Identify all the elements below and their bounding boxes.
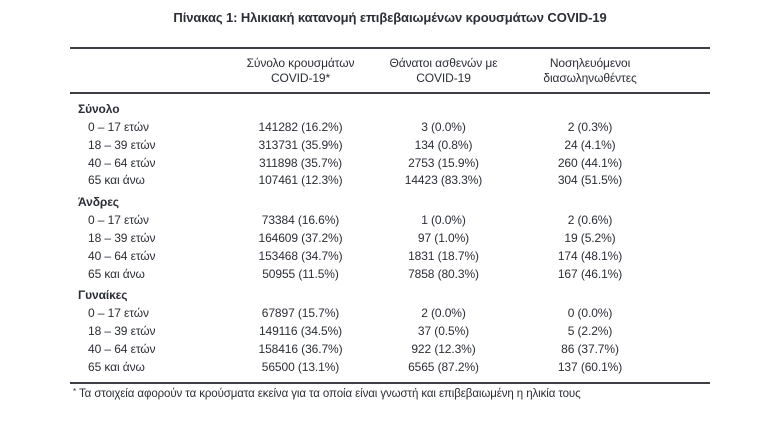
age-label: 65 και άνω bbox=[88, 173, 145, 188]
header-deaths: Θάνατοι ασθενών με COVID-19 bbox=[371, 56, 516, 86]
deaths-cell: 6565 (87.2%) bbox=[408, 359, 479, 374]
table-row: 40 – 64 ετών 153468 (34.7%) 1831 (18.7%) 17… bbox=[70, 248, 710, 266]
age-label: 40 – 64 ετών bbox=[88, 155, 156, 170]
deaths-cell: 1 (0.0%) bbox=[421, 213, 466, 228]
section-label: Άνδρες bbox=[78, 195, 119, 210]
header-total-cases: Σύνολο κρουσμάτων COVID-19* bbox=[230, 56, 371, 86]
cases-cell: 153468 (34.7%) bbox=[258, 248, 343, 263]
deaths-cell: 2753 (15.9%) bbox=[408, 155, 479, 170]
cases-cell: 50955 (11.5%) bbox=[262, 266, 339, 281]
header-intubated-line2: διασωληνωθέντες bbox=[543, 71, 637, 85]
header-intubated-line1: Νοσηλευόμενοι bbox=[549, 56, 631, 70]
intubated-cell: 174 (48.1%) bbox=[557, 248, 623, 263]
deaths-cell: 134 (0.8%) bbox=[414, 137, 473, 152]
table-row: 18 – 39 ετών 313731 (35.9%) 134 (0.8%) 24 (… bbox=[70, 137, 710, 155]
deaths-cell: 2 (0.0%) bbox=[421, 306, 466, 321]
header-intubated: Νοσηλευόμενοι διασωληνωθέντες bbox=[516, 56, 710, 86]
table-row: 0 – 17 ετών 73384 (16.6%) 1 (0.0%) 2 (0.6%) bbox=[70, 212, 710, 230]
table-row: 0 – 17 ετών 67897 (15.7%) 2 (0.0%) 0 (0.0%) bbox=[70, 305, 710, 323]
deaths-cell: 3 (0.0%) bbox=[421, 120, 466, 134]
deaths-cell: 37 (0.5%) bbox=[417, 324, 470, 339]
cases-cell: 313731 (35.9%) bbox=[258, 137, 343, 152]
footnote-asterisk: * bbox=[73, 387, 77, 396]
table-row: 0 – 17 ετών 141282 (16.2%) 3 (0.0%) 2 (0.3%… bbox=[70, 119, 710, 137]
deaths-cell: 97 (1.0%) bbox=[417, 230, 470, 245]
deaths-cell: 14423 (83.3%) bbox=[404, 173, 483, 188]
intubated-cell: 19 (5.2%) bbox=[564, 230, 616, 245]
cases-cell: 56500 (13.1%) bbox=[261, 359, 340, 374]
age-label: 65 και άνω bbox=[88, 266, 145, 281]
table-row: 40 – 64 ετών 311898 (35.7%) 2753 (15.9%) 26… bbox=[70, 155, 710, 173]
cases-cell: 164609 (37.2%) bbox=[258, 230, 343, 245]
deaths-cell: 1831 (18.7%) bbox=[408, 248, 479, 263]
intubated-cell: 86 (37.7%) bbox=[561, 341, 619, 356]
age-label: 18 – 39 ετών bbox=[88, 137, 156, 152]
table-row: 18 – 39 ετών 164609 (37.2%) 97 (1.0%) 19 (5… bbox=[70, 230, 710, 248]
intubated-cell: 304 (51.5%) bbox=[557, 173, 623, 188]
header-deaths-line2: COVID-19 bbox=[416, 71, 471, 85]
cases-cell: 107461 (12.3%) bbox=[258, 173, 343, 188]
header-total-cases-line1: Σύνολο κρουσμάτων bbox=[246, 56, 355, 70]
age-label: 40 – 64 ετών bbox=[88, 248, 156, 263]
deaths-cell: 922 (12.3%) bbox=[411, 341, 476, 356]
age-label: 18 – 39 ετών bbox=[88, 230, 156, 245]
header-total-cases-line2: COVID-19* bbox=[270, 71, 331, 85]
cases-cell: 158416 (36.7%) bbox=[258, 341, 343, 356]
table-body: Σύνολο 0 – 17 ετών 141282 (16.2%) 3 (0.0%) 2… bbox=[70, 94, 710, 382]
intubated-cell: 137 (60.1%) bbox=[557, 359, 623, 374]
intubated-cell: 0 (0.0%) bbox=[567, 306, 613, 321]
table-row: 18 – 39 ετών 149116 (34.5%) 37 (0.5%) 5 (2.… bbox=[70, 323, 710, 341]
table-title: Πίνακας 1: Ηλικιακή κατανομή επιβεβαιωμέ… bbox=[173, 10, 607, 25]
cases-cell: 67897 (15.7%) bbox=[261, 306, 340, 321]
section-label: Σύνολο bbox=[78, 102, 120, 116]
intubated-cell: 5 (2.2%) bbox=[567, 324, 613, 339]
footnote-text: Τα στοιχεία αφορούν τα κρούσματα εκείνα … bbox=[79, 388, 581, 400]
table-header-row: Σύνολο κρουσμάτων COVID-19* Θάνατοι ασθε… bbox=[70, 49, 710, 94]
header-deaths-line1: Θάνατοι ασθενών με bbox=[389, 56, 498, 70]
age-label: 0 – 17 ετών bbox=[88, 213, 149, 228]
table-row: 65 και άνω 107461 (12.3%) 14423 (83.3%) 304… bbox=[70, 172, 710, 190]
intubated-cell: 24 (4.1%) bbox=[564, 137, 616, 152]
intubated-cell: 2 (0.6%) bbox=[567, 213, 613, 228]
age-label: 0 – 17 ετών bbox=[88, 120, 149, 134]
cases-cell: 141282 (16.2%) bbox=[258, 120, 343, 134]
covid-age-table: Σύνολο κρουσμάτων COVID-19* Θάνατοι ασθε… bbox=[70, 47, 710, 384]
table-row: 65 και άνω 56500 (13.1%) 6565 (87.2%) 137 (… bbox=[70, 359, 710, 377]
intubated-cell: 2 (0.3%) bbox=[567, 120, 613, 134]
deaths-cell: 7858 (80.3%) bbox=[408, 266, 479, 281]
intubated-cell: 167 (46.1%) bbox=[557, 266, 623, 281]
intubated-cell: 260 (44.1%) bbox=[557, 155, 623, 170]
cases-cell: 149116 (34.5%) bbox=[258, 324, 343, 339]
age-label: 65 και άνω bbox=[88, 359, 145, 374]
cases-cell: 311898 (35.7%) bbox=[258, 155, 343, 170]
footnote: * Τα στοιχεία αφορούν τα κρούσματα εκείνα… bbox=[73, 387, 713, 400]
header-empty-cell bbox=[70, 56, 230, 86]
cases-cell: 73384 (16.6%) bbox=[261, 213, 340, 228]
section-label: Γυναίκες bbox=[78, 288, 128, 303]
table-row: 65 και άνω 50955 (11.5%) 7858 (80.3%) 167 (… bbox=[70, 266, 710, 284]
age-label: 40 – 64 ετών bbox=[88, 341, 156, 356]
age-label: 0 – 17 ετών bbox=[88, 306, 149, 321]
age-label: 18 – 39 ετών bbox=[88, 324, 156, 339]
table-row: 40 – 64 ετών 158416 (36.7%) 922 (12.3%) 86 … bbox=[70, 341, 710, 359]
